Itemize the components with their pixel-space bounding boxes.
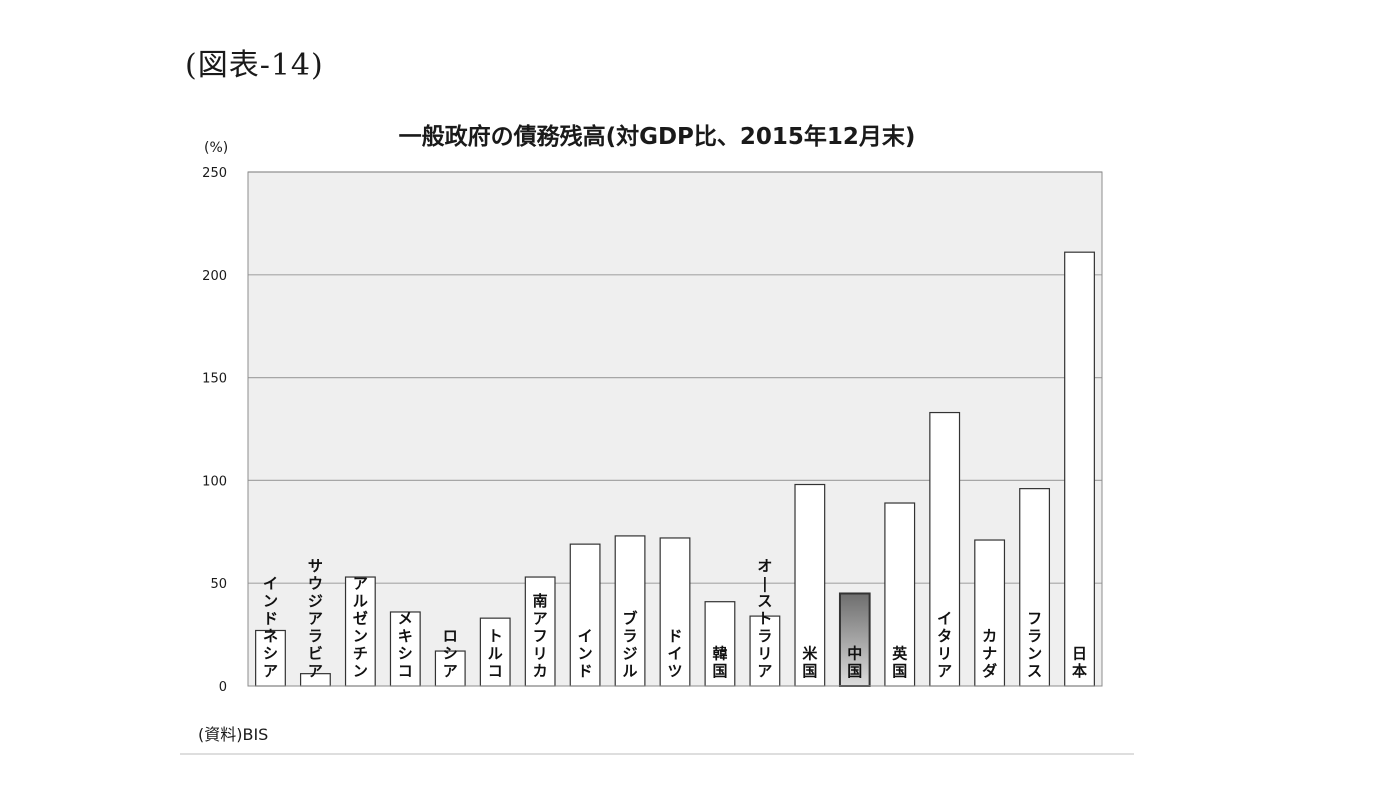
category-label: ドイツ	[667, 627, 682, 680]
category-label: インド	[578, 627, 593, 680]
category-label: アルゼンチン	[353, 575, 368, 681]
y-tick-label: 200	[202, 269, 227, 284]
bar	[704, 601, 736, 687]
category-label: フランス	[1027, 610, 1042, 681]
category-label: ロシア	[443, 627, 458, 680]
y-axis-unit-label: (%)	[204, 140, 228, 156]
y-tick-label: 250	[202, 166, 227, 181]
plot-frame	[247, 171, 1103, 687]
y-tick-label: 150	[202, 372, 227, 387]
category-label: 南アフリカ	[533, 592, 548, 680]
source-note: (資料)BIS	[198, 725, 268, 744]
bars	[255, 251, 1095, 687]
bar	[255, 629, 286, 687]
bar	[344, 576, 376, 687]
category-label: メキシコ	[398, 610, 413, 681]
category-label: サウジアラビア	[308, 557, 323, 680]
y-axis-ticks: 0 50 100 150 200 250	[202, 166, 227, 695]
y-tick-label: 0	[219, 680, 227, 695]
bar	[614, 535, 646, 687]
bar	[479, 617, 511, 687]
category-label: オ|ストラリア	[757, 557, 772, 680]
bar	[974, 539, 1006, 687]
category-label: ブラジル	[623, 610, 638, 681]
category-label: 英国	[892, 645, 908, 681]
bar	[524, 576, 556, 687]
y-tick-label: 100	[202, 474, 227, 489]
bar	[929, 411, 961, 687]
category-label: 韓国	[712, 645, 727, 681]
bar	[1064, 251, 1095, 687]
bar	[749, 615, 781, 687]
category-label: インドネシア	[263, 575, 278, 681]
bar	[659, 537, 691, 687]
category-label: 中国	[847, 645, 862, 681]
category-label: 日本	[1072, 645, 1087, 681]
bar	[569, 543, 601, 687]
category-label: トルコ	[488, 627, 503, 680]
category-label: 米国	[802, 645, 818, 681]
category-label: イタリア	[937, 610, 952, 681]
y-tick-label: 50	[210, 577, 227, 592]
chart-title: 一般政府の債務残高(対GDP比、2015年12月末)	[399, 123, 916, 150]
bar	[794, 483, 826, 687]
bar	[434, 650, 466, 687]
category-label: カナダ	[982, 627, 997, 680]
category-labels: インドネシア サウジアラビア アルゼンチン メキシコ ロシア トルコ 南アフリカ インド ブラジ…	[263, 557, 1087, 680]
figure-number: (図表-14)	[185, 48, 324, 83]
bar	[389, 611, 421, 687]
